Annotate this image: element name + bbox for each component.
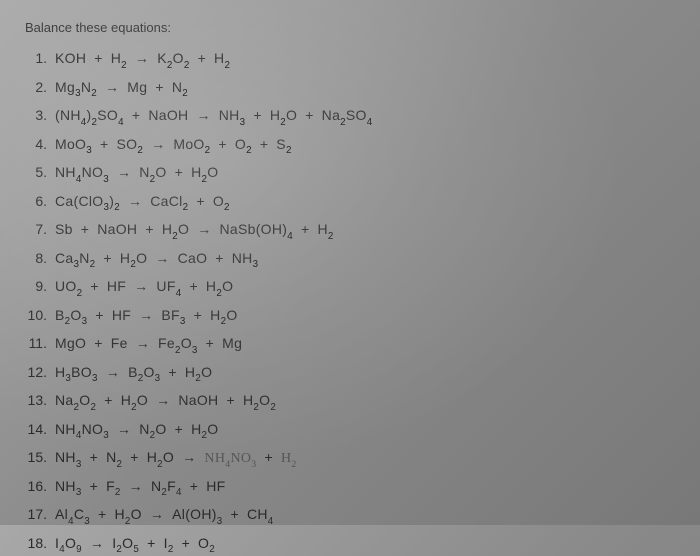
equation-number: 5. — [25, 163, 55, 183]
equation-content: Ca(ClO3)2→CaCl2+O2 — [55, 192, 675, 215]
equation-number: 8. — [25, 249, 55, 269]
equation-row: 16.NH3+F2→N2F4+HF — [25, 477, 675, 500]
equation-row: 15.NH3+N2+H2O→NH4NO3+H2 — [25, 448, 675, 471]
equation-content: NH4NO3→N2O+H2O — [55, 420, 675, 443]
equation-number: 18. — [25, 534, 55, 554]
equation-row: 12.H3BO3→B2O3+H2O — [25, 363, 675, 386]
equation-number: 4. — [25, 135, 55, 155]
equation-content: Na2O2+H2O→NaOH+H2O2 — [55, 391, 675, 414]
equation-content: MoO3+SO2→MoO2+O2+S2 — [55, 135, 675, 158]
equation-content: Al4C3+H2O→Al(OH)3+CH4 — [55, 505, 675, 528]
equation-row: 4.MoO3+SO2→MoO2+O2+S2 — [25, 135, 675, 158]
equation-content: H3BO3→B2O3+H2O — [55, 363, 675, 386]
equation-number: 10. — [25, 306, 55, 326]
equation-content: Ca3N2+H2O→CaO+NH3 — [55, 249, 675, 272]
equation-row: 6.Ca(ClO3)2→CaCl2+O2 — [25, 192, 675, 215]
equation-row: 5.NH4NO3→N2O+H2O — [25, 163, 675, 186]
equation-number: 9. — [25, 277, 55, 297]
equation-content: Sb+NaOH+H2O→NaSb(OH)4+H2 — [55, 220, 675, 243]
equation-number: 2. — [25, 78, 55, 98]
equation-list: 1.KOH+H2→K2O2+H22.Mg3N2→Mg+N23.(NH4)2SO4… — [25, 49, 675, 556]
equation-number: 11. — [25, 334, 55, 354]
equation-row: 14.NH4NO3→N2O+H2O — [25, 420, 675, 443]
equation-content: KOH+H2→K2O2+H2 — [55, 49, 675, 72]
equation-number: 3. — [25, 106, 55, 126]
equation-row: 13.Na2O2+H2O→NaOH+H2O2 — [25, 391, 675, 414]
equation-content: UO2+HF→UF4+H2O — [55, 277, 675, 300]
equation-row: 3.(NH4)2SO4+NaOH→NH3+H2O+Na2SO4 — [25, 106, 675, 129]
equation-number: 13. — [25, 391, 55, 411]
equation-content: B2O3+HF→BF3+H2O — [55, 306, 675, 329]
equation-number: 14. — [25, 420, 55, 440]
equation-content: NH3+F2→N2F4+HF — [55, 477, 675, 500]
equation-row: 1.KOH+H2→K2O2+H2 — [25, 49, 675, 72]
equation-content: Mg3N2→Mg+N2 — [55, 78, 675, 101]
equation-number: 7. — [25, 220, 55, 240]
equation-row: 9.UO2+HF→UF4+H2O — [25, 277, 675, 300]
equation-content: MgO+Fe→Fe2O3+Mg — [55, 334, 675, 357]
equation-number: 12. — [25, 363, 55, 383]
equation-row: 2.Mg3N2→Mg+N2 — [25, 78, 675, 101]
equation-row: 8.Ca3N2+H2O→CaO+NH3 — [25, 249, 675, 272]
equation-number: 16. — [25, 477, 55, 497]
equation-row: 7.Sb+NaOH+H2O→NaSb(OH)4+H2 — [25, 220, 675, 243]
equation-row: 11.MgO+Fe→Fe2O3+Mg — [25, 334, 675, 357]
equation-content: (NH4)2SO4+NaOH→NH3+H2O+Na2SO4 — [55, 106, 675, 129]
equation-number: 6. — [25, 192, 55, 212]
equation-row: 10.B2O3+HF→BF3+H2O — [25, 306, 675, 329]
equation-number: 17. — [25, 505, 55, 525]
equation-content: I4O9→I2O5+I2+O2 — [55, 534, 675, 556]
equation-row: 18.I4O9→I2O5+I2+O2 — [25, 534, 675, 556]
worksheet-title: Balance these equations: — [25, 20, 675, 35]
equation-number: 1. — [25, 49, 55, 69]
equation-number: 15. — [25, 448, 55, 468]
equation-content: NH4NO3→N2O+H2O — [55, 163, 675, 186]
equation-content: NH3+N2+H2O→NH4NO3+H2 — [55, 448, 675, 471]
equation-row: 17.Al4C3+H2O→Al(OH)3+CH4 — [25, 505, 675, 528]
